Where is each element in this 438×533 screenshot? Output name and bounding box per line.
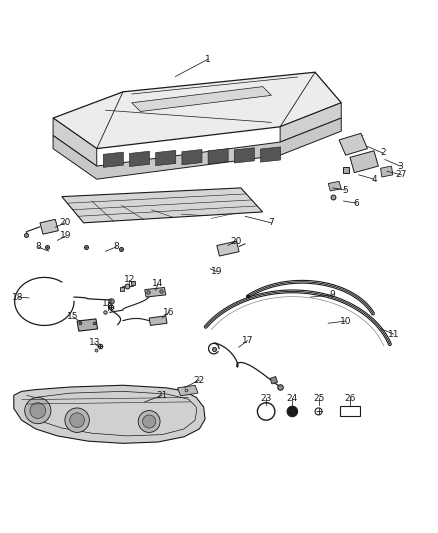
- Polygon shape: [270, 376, 278, 384]
- Text: 23: 23: [261, 394, 272, 403]
- Text: 25: 25: [313, 394, 324, 403]
- Polygon shape: [130, 151, 150, 166]
- Circle shape: [138, 410, 160, 432]
- Text: 13: 13: [102, 299, 113, 308]
- Polygon shape: [132, 87, 272, 111]
- Text: 8: 8: [35, 243, 41, 252]
- Polygon shape: [145, 287, 166, 297]
- Circle shape: [143, 415, 155, 428]
- Text: 14: 14: [152, 279, 163, 288]
- Polygon shape: [261, 147, 281, 162]
- Text: 11: 11: [388, 330, 399, 338]
- Text: 16: 16: [163, 308, 174, 317]
- Text: 5: 5: [343, 185, 349, 195]
- Text: 1: 1: [205, 54, 211, 63]
- Text: 6: 6: [353, 199, 360, 208]
- Text: 17: 17: [242, 336, 253, 345]
- Polygon shape: [177, 385, 198, 395]
- Polygon shape: [53, 118, 97, 166]
- Polygon shape: [328, 181, 341, 191]
- Text: 3: 3: [397, 161, 403, 171]
- Polygon shape: [234, 148, 254, 163]
- Text: 24: 24: [287, 394, 298, 403]
- Circle shape: [25, 398, 51, 424]
- Polygon shape: [208, 149, 228, 164]
- Polygon shape: [217, 241, 239, 256]
- Circle shape: [287, 406, 297, 417]
- Polygon shape: [103, 152, 124, 167]
- Circle shape: [65, 408, 89, 432]
- FancyBboxPatch shape: [340, 406, 360, 416]
- Polygon shape: [53, 118, 341, 179]
- Circle shape: [70, 413, 85, 427]
- Polygon shape: [40, 220, 58, 234]
- Text: 27: 27: [396, 171, 407, 179]
- Polygon shape: [53, 72, 341, 149]
- Circle shape: [30, 403, 46, 418]
- Text: 9: 9: [330, 290, 336, 300]
- Polygon shape: [381, 166, 393, 177]
- Text: 10: 10: [340, 317, 351, 326]
- Text: 12: 12: [124, 275, 135, 284]
- Text: 20: 20: [60, 219, 71, 228]
- Circle shape: [258, 403, 275, 420]
- Polygon shape: [339, 133, 367, 155]
- Text: 2: 2: [380, 149, 385, 157]
- Polygon shape: [149, 316, 167, 326]
- Polygon shape: [14, 385, 205, 443]
- Text: 18: 18: [12, 293, 24, 302]
- Polygon shape: [62, 188, 263, 223]
- Text: 4: 4: [371, 175, 377, 184]
- Polygon shape: [350, 151, 378, 173]
- Polygon shape: [182, 149, 202, 165]
- Text: 8: 8: [113, 243, 119, 252]
- Text: 20: 20: [231, 237, 242, 246]
- Circle shape: [315, 408, 322, 415]
- Text: 21: 21: [156, 391, 168, 400]
- Text: 26: 26: [344, 394, 356, 403]
- Text: 19: 19: [60, 231, 72, 240]
- Polygon shape: [155, 150, 176, 166]
- Text: 15: 15: [67, 312, 78, 321]
- Text: 13: 13: [89, 338, 100, 348]
- Polygon shape: [77, 319, 98, 331]
- Text: 19: 19: [211, 267, 223, 276]
- Polygon shape: [280, 103, 341, 142]
- Text: 22: 22: [194, 376, 205, 384]
- Text: 7: 7: [268, 219, 274, 228]
